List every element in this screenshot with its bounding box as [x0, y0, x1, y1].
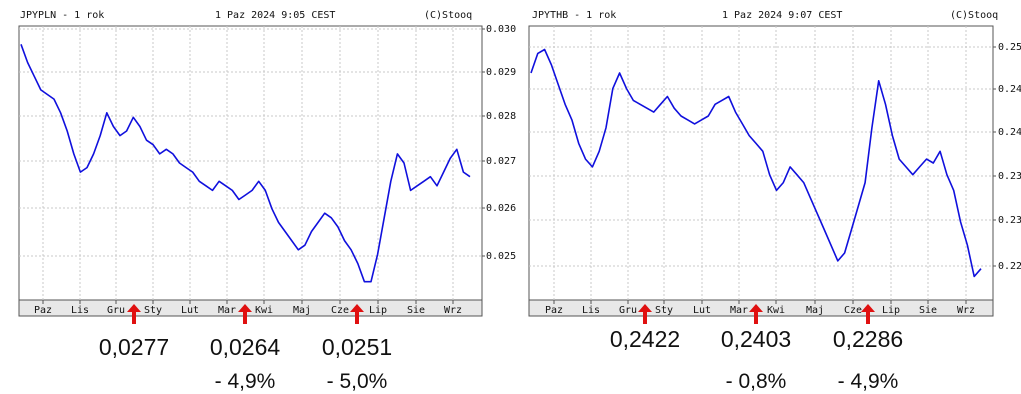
chart-panel-jpythb: JPYTHB - 1 rok 1 Paz 2024 9:07 CEST (C)S… [520, 0, 1021, 318]
x-tick-label: Gru [619, 305, 637, 316]
x-tick-label: Lut [181, 305, 199, 316]
x-tick-label: Kwi [255, 305, 273, 316]
y-tick-label: 0.027 [486, 156, 516, 167]
x-tick-label: Lut [693, 305, 711, 316]
red-up-arrow-icon [350, 304, 364, 324]
marker-value: 0,0264 [209, 334, 281, 360]
chart-header-date: 1 Paz 2024 9:07 CEST [722, 10, 842, 21]
marker-change: - 0,8% [725, 370, 787, 393]
y-tick-label: 0.24 [998, 84, 1021, 95]
x-tick-label: Lis [582, 305, 600, 316]
red-up-arrow-icon [127, 304, 141, 324]
chart-header-date: 1 Paz 2024 9:05 CEST [215, 10, 335, 21]
y-tick-label: 0.026 [486, 203, 516, 214]
y-tick-label: 0.025 [486, 251, 516, 262]
chart-header-source: (C)Stooq [424, 10, 472, 21]
x-tick-label: Paz [545, 305, 563, 316]
chart-jpythb: JPYTHB - 1 rok 1 Paz 2024 9:07 CEST (C)S… [528, 10, 1021, 317]
y-tick-label: 0.23 [998, 171, 1021, 182]
red-up-arrow-icon [638, 304, 652, 324]
marker-change: - 4,9% [837, 370, 899, 393]
marker-change: - 5,0% [326, 370, 388, 393]
chart-header-symbol: JPYPLN - 1 rok [20, 10, 104, 21]
chart-header-source: (C)Stooq [950, 10, 998, 21]
y-tick-label: 0.030 [486, 24, 516, 35]
x-tick-label: Mar [218, 305, 236, 316]
x-tick-label: Cze [844, 305, 862, 316]
x-tick-label: Sty [144, 305, 162, 316]
y-tick-label: 0.25 [998, 42, 1021, 53]
x-tick-label: Maj [293, 305, 311, 316]
marker-change: - 4,9% [214, 370, 276, 393]
red-up-arrow-icon [238, 304, 252, 324]
x-tick-label: Cze [331, 305, 349, 316]
x-tick-label: Lis [71, 305, 89, 316]
x-tick-label: Gru [107, 305, 125, 316]
chart-jpypln: JPYPLN - 1 rok 1 Paz 2024 9:05 CEST (C)S… [18, 10, 516, 317]
x-tick-label: Wrz [444, 305, 462, 316]
x-tick-label: Wrz [957, 305, 975, 316]
marker-value: 0,2403 [720, 326, 792, 352]
series-line [20, 44, 471, 283]
red-up-arrow-icon [749, 304, 763, 324]
marker-value: 0,0277 [98, 334, 170, 360]
x-tick-label: Kwi [767, 305, 785, 316]
x-tick-label: Mar [730, 305, 748, 316]
y-tick-label: 0.22 [998, 261, 1021, 272]
marker-value: 0,2422 [609, 326, 681, 352]
x-tick-label: Maj [806, 305, 824, 316]
plot-area [528, 25, 994, 301]
red-up-arrow-icon [861, 304, 875, 324]
x-tick-label: Sie [919, 305, 937, 316]
x-tick-label: Paz [34, 305, 52, 316]
y-tick-label: 0.028 [486, 111, 516, 122]
x-tick-label: Sie [407, 305, 425, 316]
y-tick-label: 0.23 [998, 215, 1021, 226]
series-line [530, 48, 982, 278]
x-tick-label: Lip [882, 305, 900, 316]
x-tick-label: Lip [369, 305, 387, 316]
chart-header-symbol: JPYTHB - 1 rok [532, 10, 616, 21]
y-tick-label: 0.029 [486, 67, 516, 78]
marker-value: 0,2286 [832, 326, 904, 352]
marker-value: 0,0251 [321, 334, 393, 360]
x-tick-label: Sty [655, 305, 673, 316]
y-tick-label: 0.24 [998, 127, 1021, 138]
chart-panel-jpypln: JPYPLN - 1 rok 1 Paz 2024 9:05 CEST (C)S… [0, 0, 520, 318]
